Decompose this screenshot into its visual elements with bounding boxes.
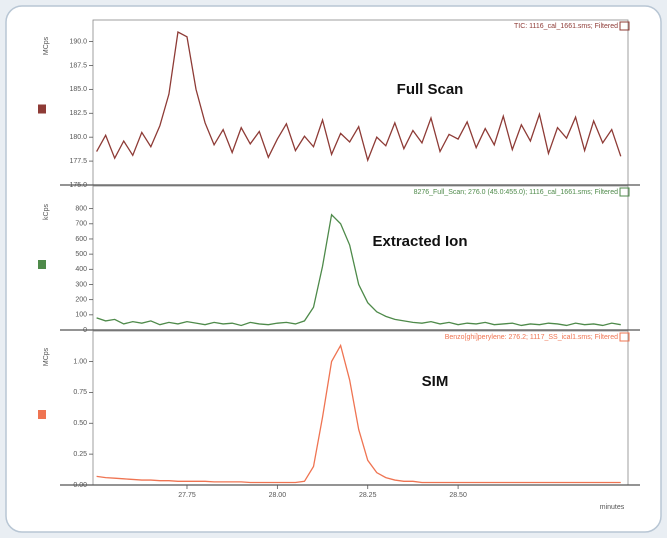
x-axis-label: minutes <box>600 504 625 511</box>
header-icon <box>619 21 630 31</box>
frame <box>5 5 662 533</box>
header-icon <box>619 332 630 342</box>
y-tick-label: 190.0 <box>69 38 87 45</box>
annotation: Full Scan <box>397 81 464 98</box>
trace <box>96 213 621 327</box>
x-tick-label: 28.00 <box>269 492 287 499</box>
x-tick-label: 27.75 <box>178 492 196 499</box>
y-tick-label: 1.00 <box>73 358 87 365</box>
y-tick-label: 185.0 <box>69 86 87 93</box>
y-tick-label: 700 <box>75 221 87 228</box>
y-tick-label: 180.0 <box>69 134 87 141</box>
y-tick-label: 500 <box>75 251 87 258</box>
y-tick-label: 0.00 <box>73 482 87 489</box>
y-tick-label: 177.5 <box>69 158 87 165</box>
channel-icon <box>38 260 46 269</box>
panel-header: TIC: 1116_cal_1661.sms; Filtered <box>514 23 618 30</box>
y-tick-label: 0.25 <box>73 451 87 458</box>
channel-icon <box>38 410 46 419</box>
y-tick-label: 175.0 <box>69 182 87 189</box>
y-tick-label: 0.75 <box>73 389 87 396</box>
y-axis-label: MCps <box>43 347 50 366</box>
x-tick-label: 28.25 <box>359 492 377 499</box>
panel-header: 8276_Full_Scan; 276.0 (45.0:455.0); 1116… <box>414 189 619 196</box>
channel-icon <box>38 104 46 114</box>
trace <box>96 343 621 484</box>
y-tick-label: 300 <box>75 281 87 288</box>
y-tick-label: 187.5 <box>69 62 87 69</box>
y-tick-label: 400 <box>75 266 87 273</box>
y-tick-label: 0.50 <box>73 420 87 427</box>
y-axis-label: kCps <box>43 204 50 220</box>
annotation: SIM <box>422 373 449 390</box>
y-tick-label: 800 <box>75 205 87 212</box>
x-tick-label: 28.50 <box>449 492 467 499</box>
annotation: Extracted Ion <box>372 233 467 250</box>
y-axis-label: MCps <box>43 36 50 55</box>
y-tick-label: 0 <box>83 327 87 334</box>
y-tick-label: 600 <box>75 236 87 243</box>
header-icon <box>619 187 630 197</box>
y-tick-label: 182.5 <box>69 110 87 117</box>
y-tick-label: 200 <box>75 296 87 303</box>
trace <box>96 30 622 163</box>
y-tick-label: 100 <box>75 312 87 319</box>
panel-header: Benzo[ghi]perylene: 276.2; 1117_SS_ical1… <box>445 334 618 341</box>
